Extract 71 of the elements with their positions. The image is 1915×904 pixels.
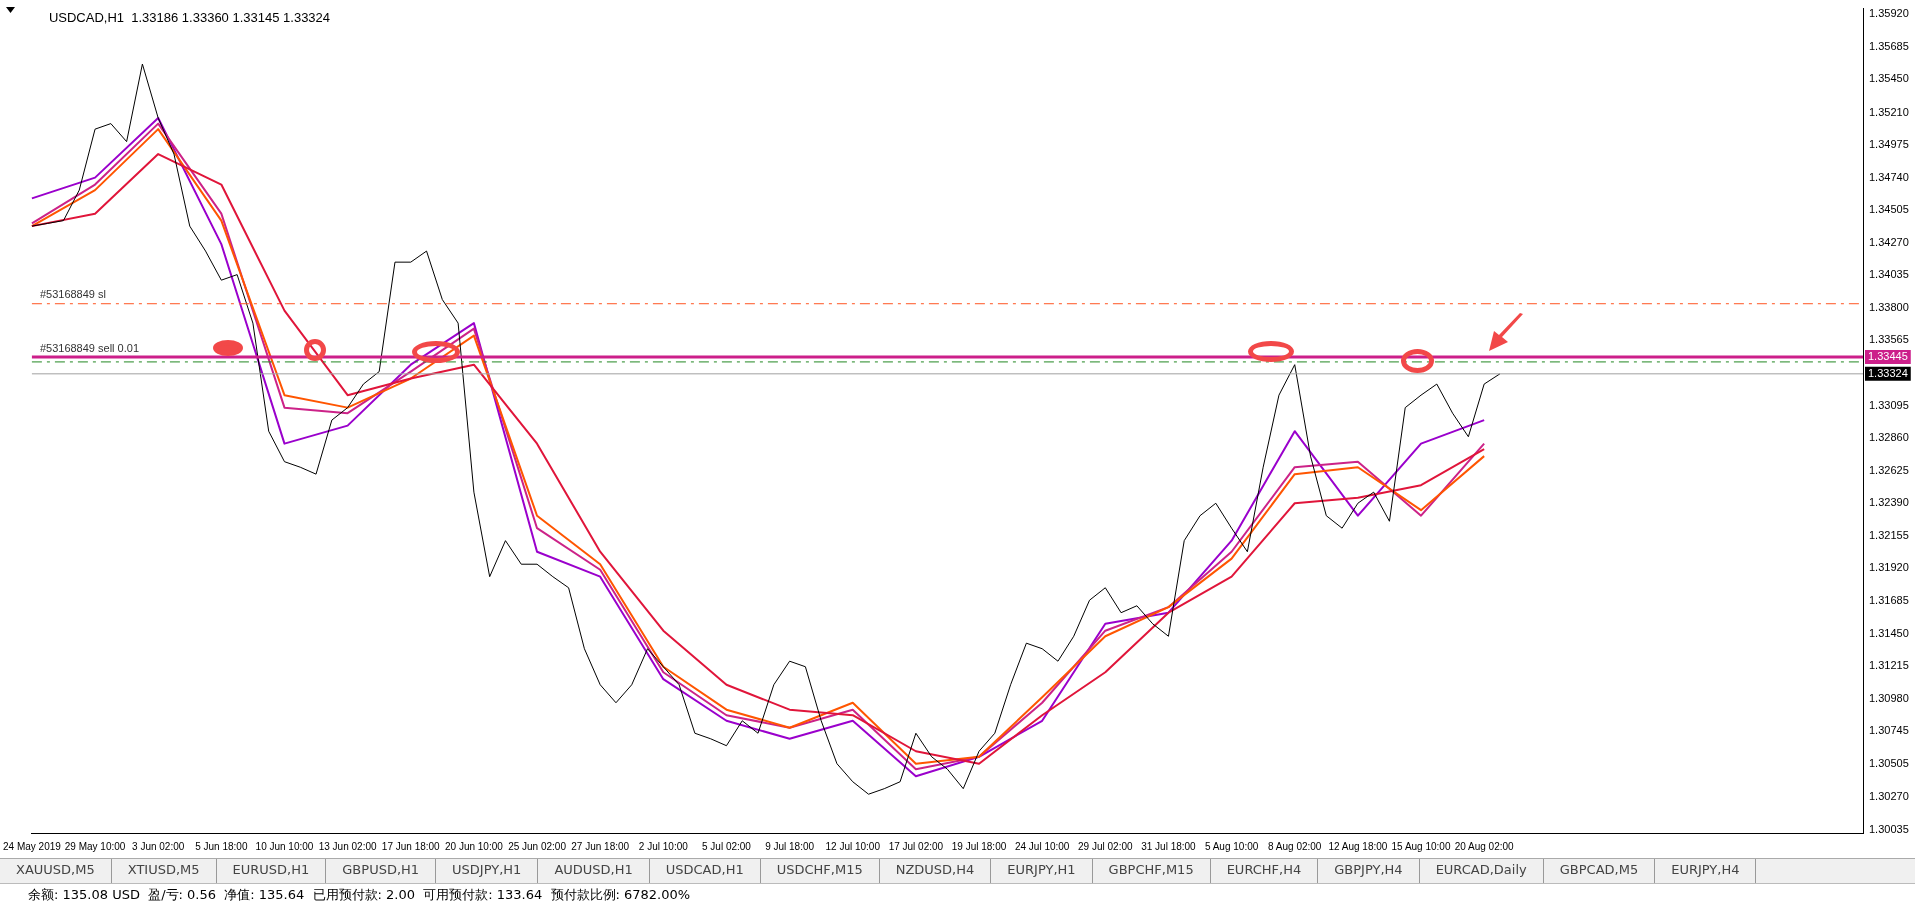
- text: EURCHF,H4: [1210, 859, 1319, 883]
- text: EURJPY,H1: [991, 859, 1093, 883]
- text: EURUSD,H1: [216, 859, 327, 883]
- text: GBPCAD,M5: [1543, 859, 1656, 883]
- x-tick-label: 9 Jul 18:00: [765, 840, 815, 852]
- y-tick-label: 1.31450: [1869, 626, 1909, 639]
- x-tick-label: 5 Jul 02:00: [701, 840, 752, 852]
- y-tick-label: 1.34505: [1869, 203, 1909, 216]
- x-tick-label: 15 Aug 10:00: [1391, 840, 1451, 852]
- x-tick-label: 27 Jun 18:00: [571, 840, 630, 852]
- text: GBPJPY,H4: [1318, 859, 1420, 883]
- y-tick-label: 1.35450: [1869, 72, 1909, 85]
- y-tick-label: 1.35685: [1869, 39, 1909, 52]
- x-tick-label: 2 Jul 10:00: [638, 840, 689, 852]
- y-tick-label: 1.33095: [1869, 398, 1909, 411]
- x-tick-label: 17 Jun 18:00: [381, 840, 441, 852]
- y-tick-label: 1.35920: [1869, 7, 1909, 20]
- x-tick-label: 12 Jul 10:00: [825, 840, 881, 852]
- y-tick-label: 1.34035: [1869, 268, 1909, 281]
- y-tick-label: 1.34740: [1869, 170, 1909, 183]
- y-tick-label: 1.31685: [1869, 593, 1909, 606]
- text: GBPUSD,H1: [326, 859, 437, 883]
- ref-line-label: #53168849 sl: [39, 288, 106, 301]
- text: XTIUSD,M5: [111, 859, 217, 883]
- ref-line-label: 1.33324: [1868, 366, 1908, 379]
- y-tick-label: 1.31215: [1869, 659, 1909, 672]
- x-tick-label: 24 Jul 10:00: [1014, 840, 1070, 852]
- text: USDCHF,M15: [760, 859, 880, 883]
- x-tick-label: 29 May 10:00: [64, 840, 126, 852]
- x-tick-label: 12 Aug 18:00: [1328, 840, 1388, 852]
- y-tick-label: 1.34975: [1869, 138, 1909, 151]
- text: USDJPY,H1: [436, 859, 539, 883]
- y-tick-label: 1.30035: [1869, 822, 1909, 835]
- x-tick-label: 20 Aug 02:00: [1454, 840, 1515, 852]
- y-tick-label: 1.35210: [1869, 105, 1909, 118]
- x-tick-label: 24 May 2019: [2, 840, 62, 852]
- x-tick-label: 29 Jul 02:00: [1078, 840, 1133, 852]
- y-tick-label: 1.30980: [1869, 691, 1909, 704]
- x-tick-label: 5 Aug 10:00: [1204, 840, 1259, 852]
- y-tick-label: 1.32155: [1869, 528, 1909, 541]
- y-tick-label: 1.30270: [1869, 790, 1909, 803]
- y-tick-label: 1.33565: [1869, 333, 1909, 346]
- annotation: #53168849 sell 0.01: [39, 341, 139, 354]
- text: AUDUSD,H1: [538, 859, 650, 883]
- text: EURJPY,H4: [1655, 859, 1757, 883]
- x-tick-label: 13 Jun 02:00: [318, 840, 377, 852]
- text: 余额: 135.08 USD 盈/亏: 0.56 净值: 135.64 已用预付款: 2.00 可用预付款: 133.64 预付款比例: 6782.00%: [0, 883, 1915, 904]
- x-tick-label: 25 Jun 02:00: [508, 840, 567, 852]
- x-tick-label: 19 Jul 18:00: [951, 840, 1007, 852]
- y-tick-label: 1.32625: [1869, 463, 1909, 476]
- y-tick-label: 1.30745: [1869, 724, 1909, 737]
- x-tick-label: 10 Jun 10:00: [255, 840, 314, 852]
- x-tick-label: 5 Jun 18:00: [195, 840, 248, 852]
- text: EURCAD,Daily: [1419, 859, 1544, 883]
- text: USDCAD,H1: [649, 859, 761, 883]
- y-tick-label: 1.34270: [1869, 235, 1909, 248]
- y-tick-label: 1.32860: [1869, 431, 1909, 444]
- text: GBPCHF,M15: [1092, 859, 1211, 883]
- ref-line-label: 1.33445: [1868, 350, 1908, 363]
- x-tick-label: 17 Jul 02:00: [888, 840, 944, 852]
- x-tick-label: 20 Jun 10:00: [444, 840, 504, 852]
- text: XAUUSD,M5: [0, 859, 112, 883]
- y-tick-label: 1.30505: [1869, 757, 1909, 770]
- text: NZDUSD,H4: [879, 859, 992, 883]
- y-tick-label: 1.31920: [1869, 561, 1909, 574]
- x-tick-label: 31 Jul 18:00: [1141, 840, 1197, 852]
- y-tick-label: 1.32390: [1869, 496, 1909, 509]
- y-tick-label: 1.33800: [1869, 300, 1909, 313]
- x-tick-label: 3 Jun 02:00: [132, 840, 185, 852]
- chart-title: USDCAD,H1 1.33186 1.33360 1.33145 1.33324: [48, 9, 331, 25]
- x-tick-label: 8 Aug 02:00: [1268, 840, 1322, 852]
